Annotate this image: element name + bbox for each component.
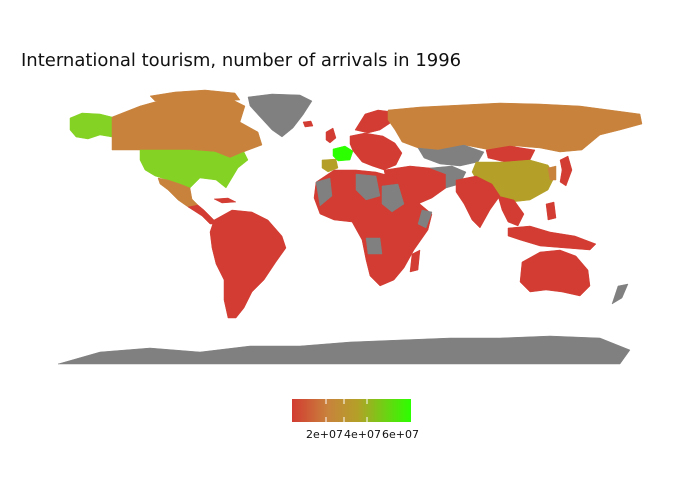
region-somalia[interactable] [417, 209, 433, 229]
legend-tick-label: 2e+07 [306, 428, 343, 441]
region-south-asia[interactable] [455, 175, 501, 229]
region-russia[interactable] [387, 102, 643, 153]
region-japan[interactable] [559, 155, 573, 187]
color-scale-legend [292, 399, 411, 422]
map-title: International tourism, number of arrival… [21, 50, 462, 71]
region-angola[interactable] [365, 237, 383, 255]
region-philippines[interactable] [545, 201, 557, 221]
region-new-zealand[interactable] [611, 283, 629, 305]
legend-tick-label: 4e+07 [344, 428, 381, 441]
legend-tick-label: 6e+07 [382, 428, 419, 441]
region-south-america[interactable] [209, 209, 287, 319]
region-europe[interactable] [349, 132, 403, 171]
region-caribbean[interactable] [213, 197, 237, 204]
region-greenland[interactable] [247, 93, 313, 138]
region-iceland[interactable] [302, 120, 314, 128]
region-western-sahara[interactable] [315, 177, 333, 207]
region-canada[interactable] [111, 95, 263, 159]
region-madagascar[interactable] [409, 249, 421, 273]
region-sudan[interactable] [381, 183, 405, 213]
region-australia[interactable] [519, 249, 591, 297]
region-arctic-islands[interactable] [149, 89, 241, 102]
region-united-kingdom[interactable] [325, 127, 337, 144]
region-southeast-asia[interactable] [497, 195, 525, 227]
region-alaska[interactable] [69, 112, 113, 140]
region-spain[interactable] [321, 158, 339, 173]
region-libya[interactable] [355, 173, 381, 201]
region-antarctica[interactable] [57, 335, 631, 365]
region-united-states[interactable] [139, 149, 249, 189]
region-france[interactable] [332, 145, 354, 162]
region-indonesia[interactable] [507, 225, 597, 251]
region-korea[interactable] [547, 165, 557, 181]
legend-gradient-bar [292, 399, 411, 422]
